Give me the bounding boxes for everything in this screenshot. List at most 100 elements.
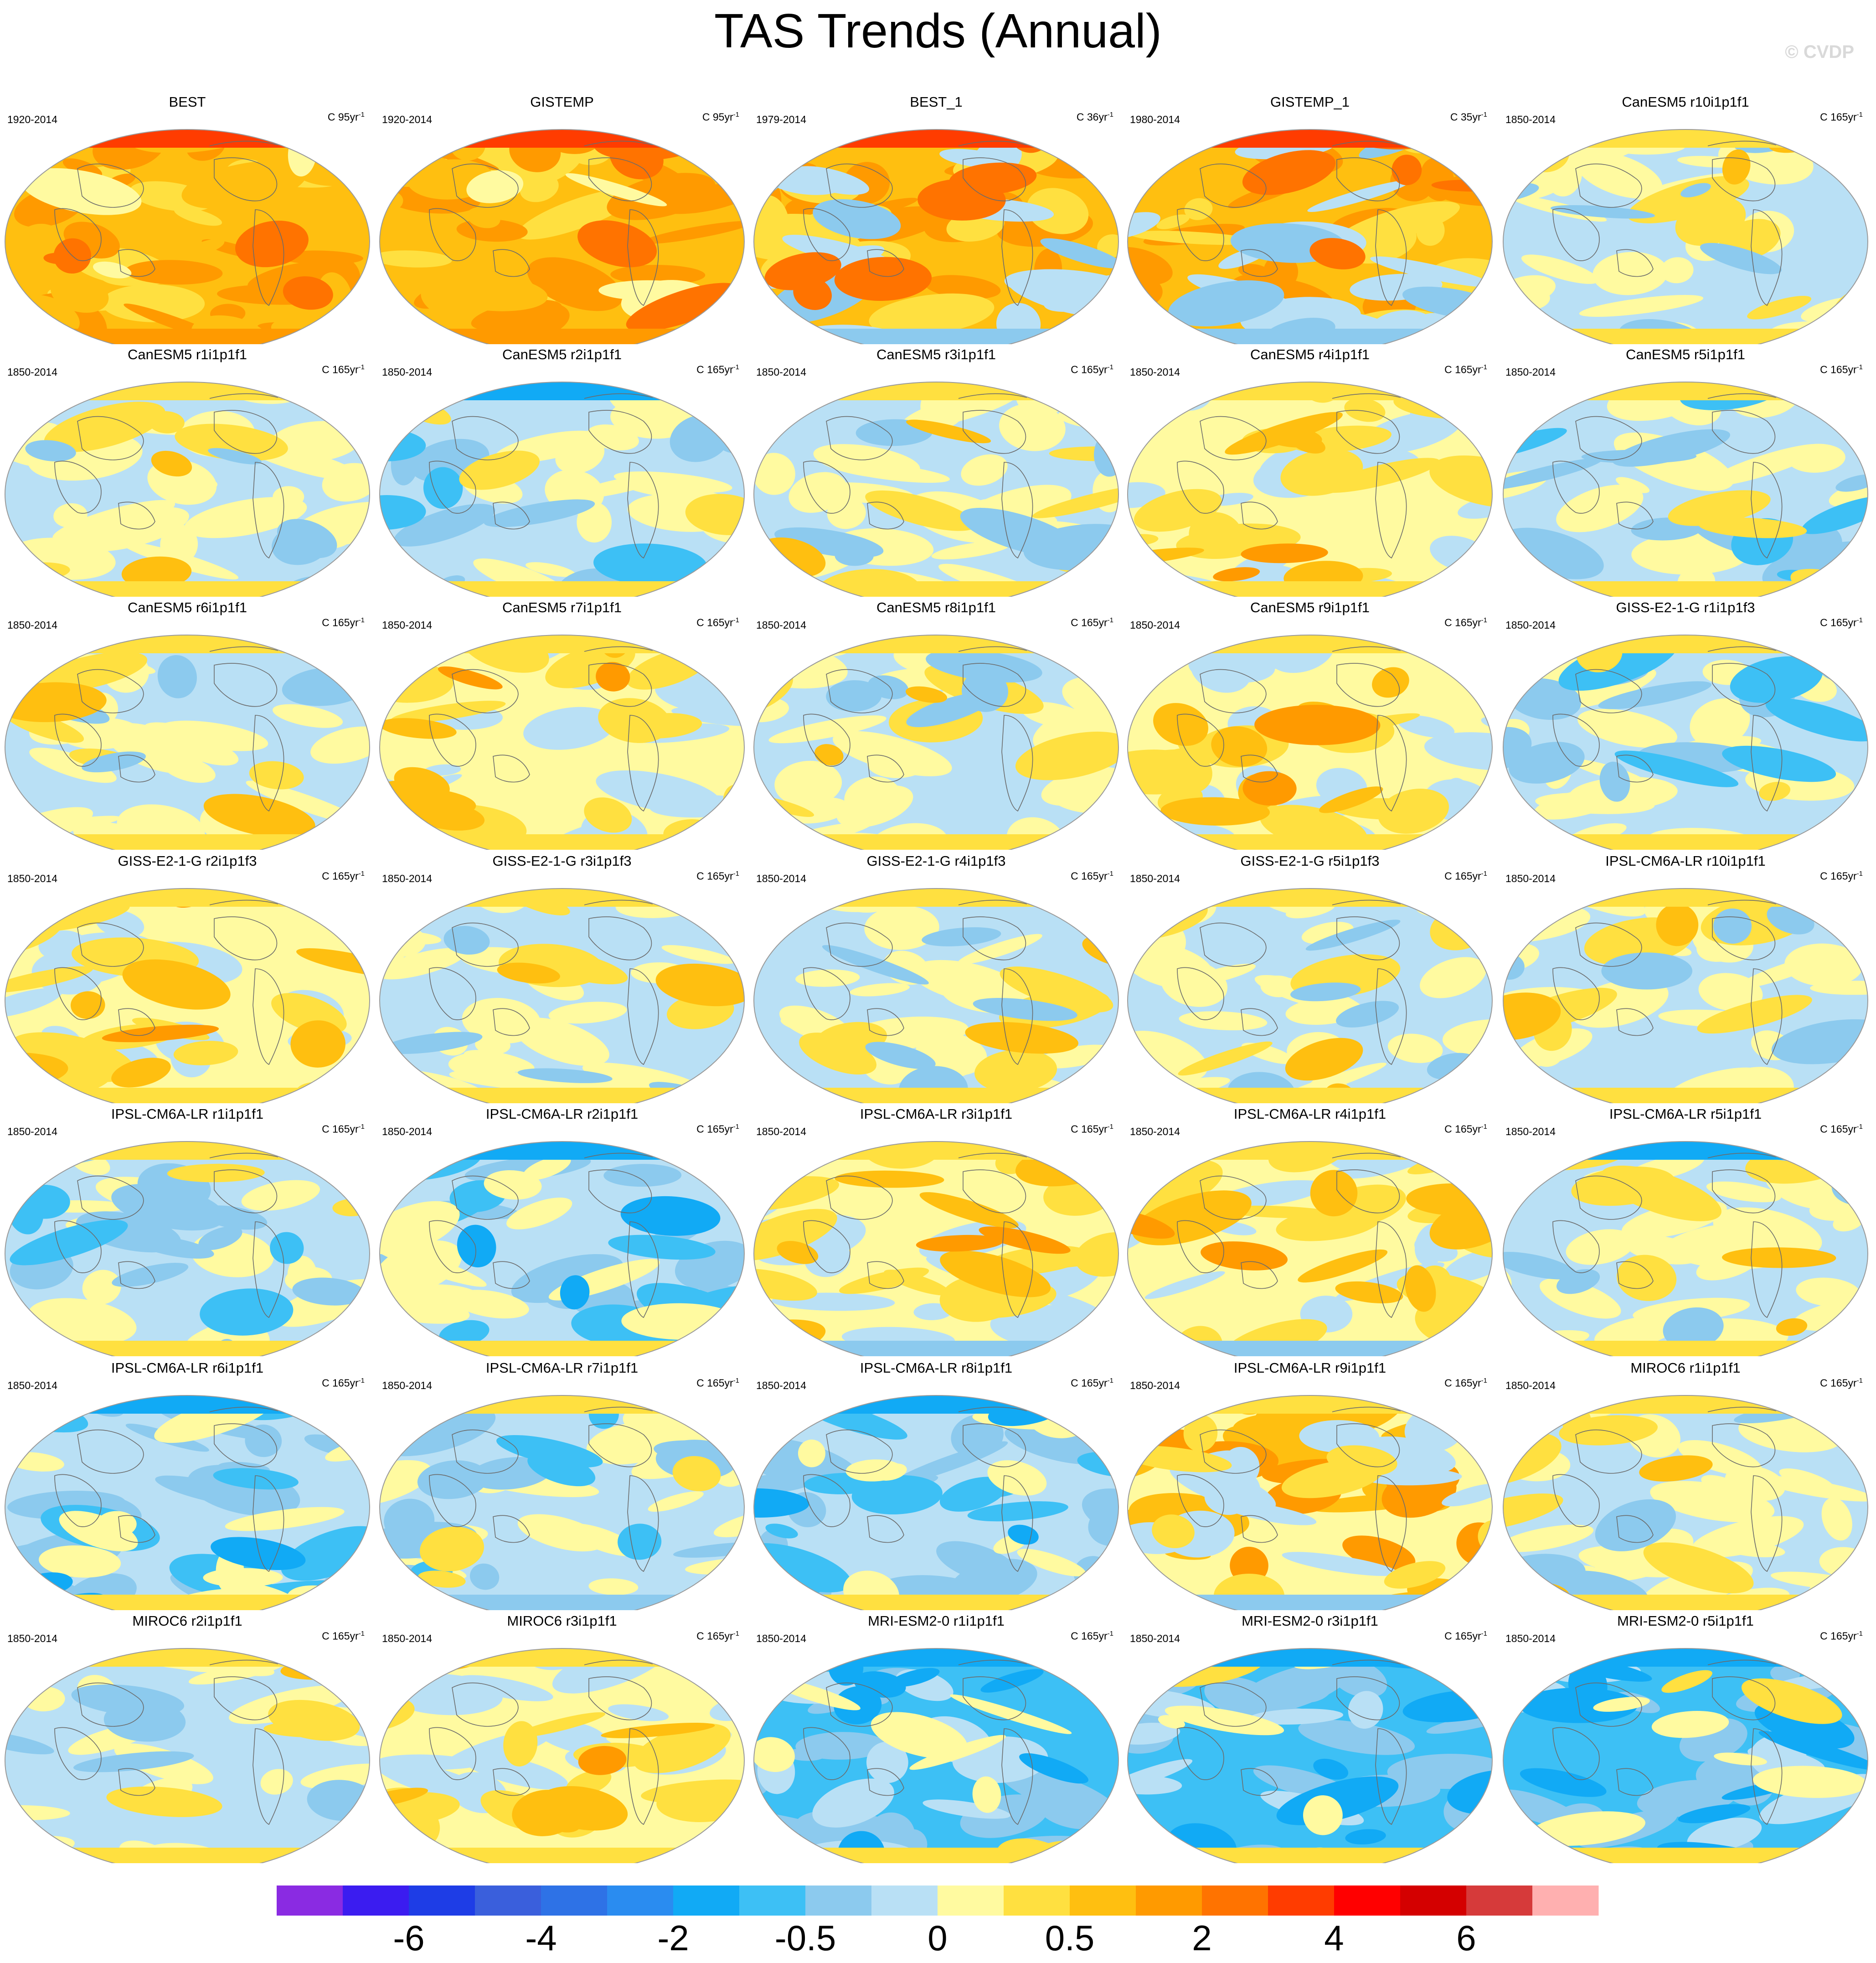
trend-length: 165 bbox=[1081, 870, 1099, 882]
trend-contour-blob bbox=[765, 1524, 798, 1539]
panel-title: CanESM5 r4i1p1f1 bbox=[1250, 346, 1370, 362]
coastline bbox=[1200, 416, 1267, 460]
panel-period: 1850-2014 bbox=[7, 1379, 57, 1391]
trend-contour-blob bbox=[5, 966, 93, 993]
coastline bbox=[214, 410, 278, 454]
panel-units: C 165yr-1 bbox=[1820, 361, 1863, 376]
map-border bbox=[5, 129, 370, 344]
coastline bbox=[1375, 1475, 1407, 1572]
map-border bbox=[5, 1141, 370, 1356]
trend-contour-blob bbox=[73, 1751, 194, 1772]
coastline bbox=[1575, 1682, 1642, 1727]
trend-contour-blob bbox=[608, 1235, 716, 1260]
trend-contour-blob bbox=[1160, 797, 1270, 826]
trend-contour-blob bbox=[1593, 252, 1668, 295]
coastline bbox=[627, 715, 659, 812]
units-suffix: yr bbox=[1472, 616, 1481, 629]
panel-period: 1850-2014 bbox=[756, 1379, 806, 1391]
units-exponent: -1 bbox=[1856, 1630, 1863, 1638]
units-suffix: yr bbox=[350, 1377, 359, 1389]
trend-length: 165 bbox=[1455, 1630, 1473, 1642]
coastline bbox=[209, 1152, 278, 1158]
units-exponent: -1 bbox=[733, 363, 739, 371]
trend-length: 165 bbox=[707, 1630, 725, 1642]
colorbar-segment bbox=[805, 1886, 872, 1916]
units-suffix: yr bbox=[724, 1123, 733, 1135]
coastline bbox=[1552, 1727, 1600, 1780]
coastline bbox=[1177, 713, 1224, 767]
trend-contour-blob bbox=[922, 927, 1001, 946]
panel-period: 1850-2014 bbox=[382, 1632, 432, 1644]
trend-contour-blob bbox=[225, 1507, 345, 1531]
trend-contour-blob bbox=[1801, 496, 1868, 534]
units-prefix: C bbox=[322, 363, 333, 376]
trend-contour-blob bbox=[835, 546, 874, 566]
trend-contour-blob bbox=[1656, 903, 1699, 946]
panel-period: 1850-2014 bbox=[1130, 619, 1180, 631]
trend-contour-blob bbox=[588, 1578, 639, 1596]
trend-contour-blob bbox=[82, 1270, 121, 1305]
coastline bbox=[429, 460, 476, 514]
trend-contour-blob bbox=[1698, 973, 1763, 1012]
trend-contour-blob bbox=[1336, 1001, 1399, 1028]
trend-map bbox=[753, 635, 1119, 850]
coastline bbox=[1332, 1659, 1401, 1665]
trend-contour-blob bbox=[1310, 1170, 1358, 1217]
trend-contour-blob bbox=[469, 1563, 500, 1590]
coastline bbox=[429, 1474, 476, 1527]
trend-contour-blob bbox=[462, 998, 541, 1043]
units-suffix: yr bbox=[1098, 616, 1108, 629]
trend-contour-blob bbox=[826, 680, 882, 712]
trend-map bbox=[1127, 888, 1493, 1103]
units-exponent: -1 bbox=[1856, 870, 1863, 878]
trend-contour-blob bbox=[868, 675, 909, 699]
trend-contour-blob bbox=[1254, 705, 1381, 745]
colorbar-tick-label: -4 bbox=[525, 1918, 557, 1958]
coastline bbox=[627, 462, 659, 559]
trend-contour-blob bbox=[1285, 1038, 1363, 1081]
trend-contour-blob bbox=[93, 261, 132, 279]
panel-period: 1850-2014 bbox=[7, 1126, 57, 1137]
trend-contour-blob bbox=[1405, 1265, 1436, 1312]
units-suffix: yr bbox=[1472, 1123, 1481, 1135]
map-panel: CanESM5 r4i1p1f1 1850-2014 C 165yr-1 bbox=[1123, 344, 1497, 597]
units-exponent: -1 bbox=[1481, 111, 1487, 119]
panel-units: C 165yr-1 bbox=[1071, 361, 1113, 376]
trend-contour-blob bbox=[391, 701, 506, 723]
units-suffix: yr bbox=[1472, 1377, 1481, 1389]
trend-length: 165 bbox=[1830, 870, 1848, 882]
trend-length: 36 bbox=[1087, 111, 1099, 123]
trend-contour-blob bbox=[484, 1170, 542, 1200]
trend-contour-blob bbox=[1213, 567, 1260, 582]
units-exponent: -1 bbox=[358, 1377, 365, 1384]
map-border bbox=[1127, 888, 1493, 1103]
map-border bbox=[379, 1648, 745, 1863]
coastline bbox=[54, 1474, 102, 1527]
panel-title: CanESM5 r3i1p1f1 bbox=[876, 346, 996, 362]
coastline bbox=[1707, 1152, 1777, 1158]
trend-contour-blob bbox=[754, 1737, 795, 1772]
coastline bbox=[209, 393, 278, 399]
units-suffix: yr bbox=[350, 111, 359, 123]
trend-contour-blob bbox=[283, 276, 333, 310]
trend-contour-blob bbox=[167, 1163, 265, 1183]
colorbar-segment bbox=[607, 1886, 674, 1916]
map-border bbox=[1127, 635, 1493, 850]
map-border bbox=[753, 129, 1119, 344]
panel-period: 1850-2014 bbox=[382, 1126, 432, 1137]
coastline bbox=[867, 1515, 904, 1543]
trend-contour-blob bbox=[1298, 1720, 1415, 1755]
trend-contour-blob bbox=[151, 450, 192, 477]
map-border bbox=[1127, 129, 1493, 344]
coastline bbox=[493, 1768, 530, 1796]
coastline bbox=[1616, 1261, 1654, 1289]
units-exponent: -1 bbox=[733, 111, 739, 119]
trend-contour-blob bbox=[814, 744, 844, 766]
trend-contour-blob bbox=[972, 1776, 1001, 1813]
trend-contour-blob bbox=[1779, 1468, 1835, 1492]
panel-units: C 165yr-1 bbox=[1820, 1374, 1863, 1390]
trend-contour-blob bbox=[457, 1224, 496, 1268]
map-panel: MIROC6 r1i1p1f1 1850-2014 C 165yr-1 bbox=[1498, 1357, 1873, 1610]
trend-contour-blob bbox=[754, 1269, 817, 1301]
trend-contour-blob bbox=[1747, 295, 1812, 320]
